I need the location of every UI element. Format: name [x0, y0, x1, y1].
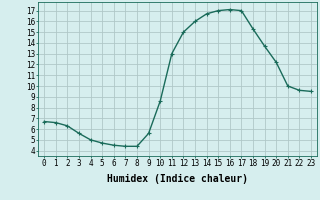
X-axis label: Humidex (Indice chaleur): Humidex (Indice chaleur)	[107, 174, 248, 184]
